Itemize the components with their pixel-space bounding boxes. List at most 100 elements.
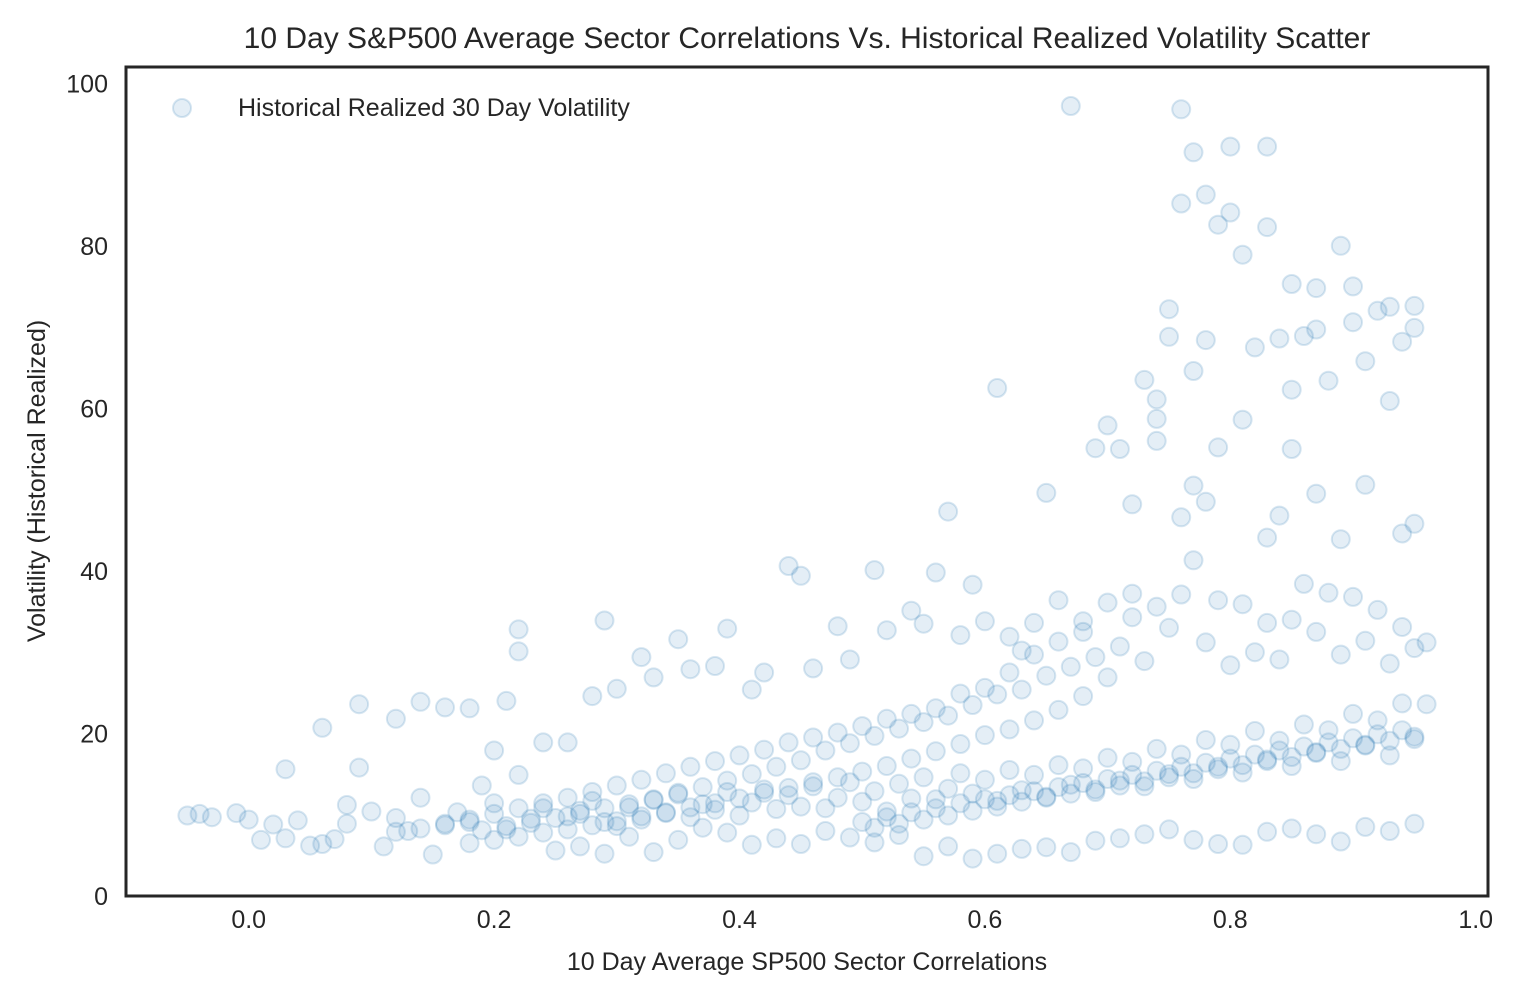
data-point	[1404, 295, 1425, 316]
data-point	[1404, 638, 1425, 659]
data-point	[655, 803, 676, 824]
data-point	[876, 708, 897, 729]
data-point	[1281, 439, 1302, 459]
data-point	[729, 805, 750, 826]
data-point	[1109, 636, 1130, 657]
data-point	[839, 733, 860, 754]
data-point	[827, 787, 848, 808]
data-point	[1011, 780, 1032, 801]
legend-label: Historical Realized 30 Day Volatility	[238, 94, 630, 122]
data-point	[1281, 747, 1302, 767]
data-point	[766, 799, 787, 819]
data-point	[1232, 409, 1253, 430]
data-point	[1281, 379, 1302, 400]
x-tick-label: 0.8	[1213, 906, 1248, 934]
data-point	[1257, 749, 1278, 770]
data-point	[1024, 781, 1044, 802]
data-point	[275, 759, 296, 780]
data-point	[790, 750, 811, 771]
x-tick-label: 0.2	[477, 906, 512, 934]
data-point	[815, 740, 836, 761]
data-point	[1109, 439, 1130, 459]
data-point	[582, 686, 603, 707]
data-point	[496, 816, 517, 837]
data-point	[1024, 764, 1044, 785]
data-point	[962, 695, 983, 715]
data-point	[1048, 777, 1069, 798]
data-point	[1318, 732, 1339, 753]
data-point	[520, 808, 541, 829]
data-point	[1208, 756, 1229, 777]
data-point	[557, 732, 578, 753]
data-point	[606, 678, 627, 699]
data-point	[1379, 391, 1400, 411]
data-point	[1392, 331, 1413, 352]
data-point	[1232, 834, 1253, 855]
data-point	[520, 812, 541, 833]
data-point	[1330, 529, 1351, 550]
data-point	[631, 809, 652, 830]
data-point	[705, 793, 725, 814]
data-point	[594, 798, 615, 819]
data-point	[1060, 774, 1081, 795]
data-point	[876, 801, 897, 822]
data-point	[1404, 729, 1425, 750]
data-point	[962, 800, 983, 821]
data-point	[226, 803, 247, 824]
data-point	[1244, 337, 1265, 358]
data-point	[533, 732, 554, 753]
data-point	[1097, 592, 1118, 613]
data-point	[889, 718, 909, 739]
data-point	[1036, 665, 1057, 686]
data-point	[1355, 734, 1376, 755]
legend-marker	[172, 98, 192, 118]
data-point	[631, 806, 652, 827]
data-point	[999, 662, 1020, 683]
data-point	[655, 763, 676, 784]
data-point	[643, 789, 664, 810]
data-point	[1183, 763, 1204, 784]
data-point	[1208, 214, 1229, 235]
data-point	[1159, 767, 1179, 788]
data-point	[680, 756, 701, 777]
data-point	[1171, 193, 1192, 214]
data-point	[1330, 644, 1351, 665]
data-point	[913, 712, 934, 733]
data-point	[1159, 617, 1179, 638]
data-point	[1367, 710, 1388, 731]
data-point	[1011, 679, 1032, 700]
data-point	[1060, 96, 1081, 116]
data-point	[496, 819, 517, 840]
data-point	[852, 716, 873, 737]
data-point	[398, 821, 419, 841]
data-point	[459, 812, 480, 832]
data-point	[1293, 326, 1314, 346]
data-point	[1183, 142, 1204, 163]
data-point	[754, 739, 775, 760]
data-point	[1159, 764, 1179, 785]
data-point	[557, 806, 578, 827]
data-point	[925, 698, 946, 719]
data-point	[324, 829, 345, 850]
data-point	[336, 795, 357, 815]
data-point	[778, 785, 799, 806]
data-point	[1257, 751, 1278, 772]
data-point	[484, 829, 505, 850]
y-tick-label: 100	[66, 70, 108, 98]
data-point	[570, 800, 590, 821]
data-point	[1232, 762, 1253, 783]
data-point	[1392, 617, 1413, 637]
data-point	[1244, 744, 1265, 765]
data-point	[484, 803, 505, 824]
data-point	[962, 848, 983, 869]
data-point	[643, 842, 664, 863]
data-point	[1379, 745, 1400, 766]
data-point	[1281, 756, 1302, 776]
data-point	[913, 767, 934, 788]
data-point	[655, 802, 676, 823]
data-point	[1355, 735, 1376, 756]
data-point	[1122, 583, 1143, 604]
data-point	[1343, 276, 1363, 297]
data-point	[1269, 730, 1290, 751]
data-point	[1183, 475, 1204, 496]
